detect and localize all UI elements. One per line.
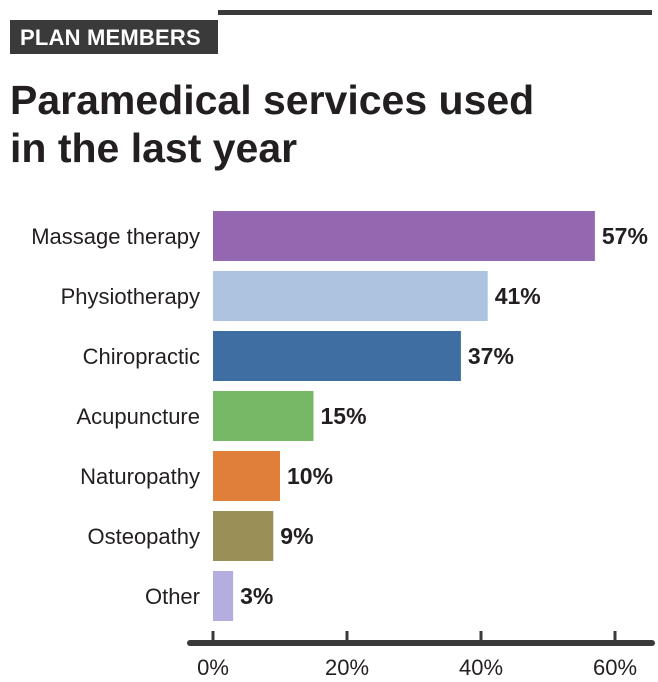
section-tag: PLAN MEMBERS	[10, 20, 218, 54]
value-label: 57%	[602, 223, 648, 249]
value-label: 15%	[321, 403, 367, 429]
top-rule	[218, 10, 652, 15]
category-label: Physiotherapy	[61, 284, 200, 309]
value-label: 9%	[280, 523, 313, 549]
bar	[213, 511, 274, 561]
chart-title-line-1: Paramedical services used	[10, 77, 535, 123]
value-label: 3%	[240, 583, 273, 609]
bar	[213, 271, 488, 321]
category-label: Osteopathy	[87, 524, 200, 549]
value-label: 10%	[287, 463, 333, 489]
bar	[213, 331, 461, 381]
category-label: Naturopathy	[80, 464, 200, 489]
value-label: 41%	[495, 283, 541, 309]
chart-title-line-2: in the last year	[10, 125, 298, 171]
bar	[213, 451, 280, 501]
bar	[213, 391, 314, 441]
category-label: Chiropractic	[83, 344, 200, 369]
category-label: Other	[145, 584, 200, 609]
category-label: Acupuncture	[76, 404, 200, 429]
value-label: 37%	[468, 343, 514, 369]
category-label: Massage therapy	[31, 224, 200, 249]
x-tick-label: 60%	[593, 655, 637, 680]
bar	[213, 571, 234, 621]
chart-title: Paramedical services used in the last ye…	[10, 76, 630, 172]
x-tick-label: 20%	[325, 655, 369, 680]
bar	[213, 211, 595, 261]
x-tick-label: 0%	[197, 655, 229, 680]
x-tick-label: 40%	[459, 655, 503, 680]
